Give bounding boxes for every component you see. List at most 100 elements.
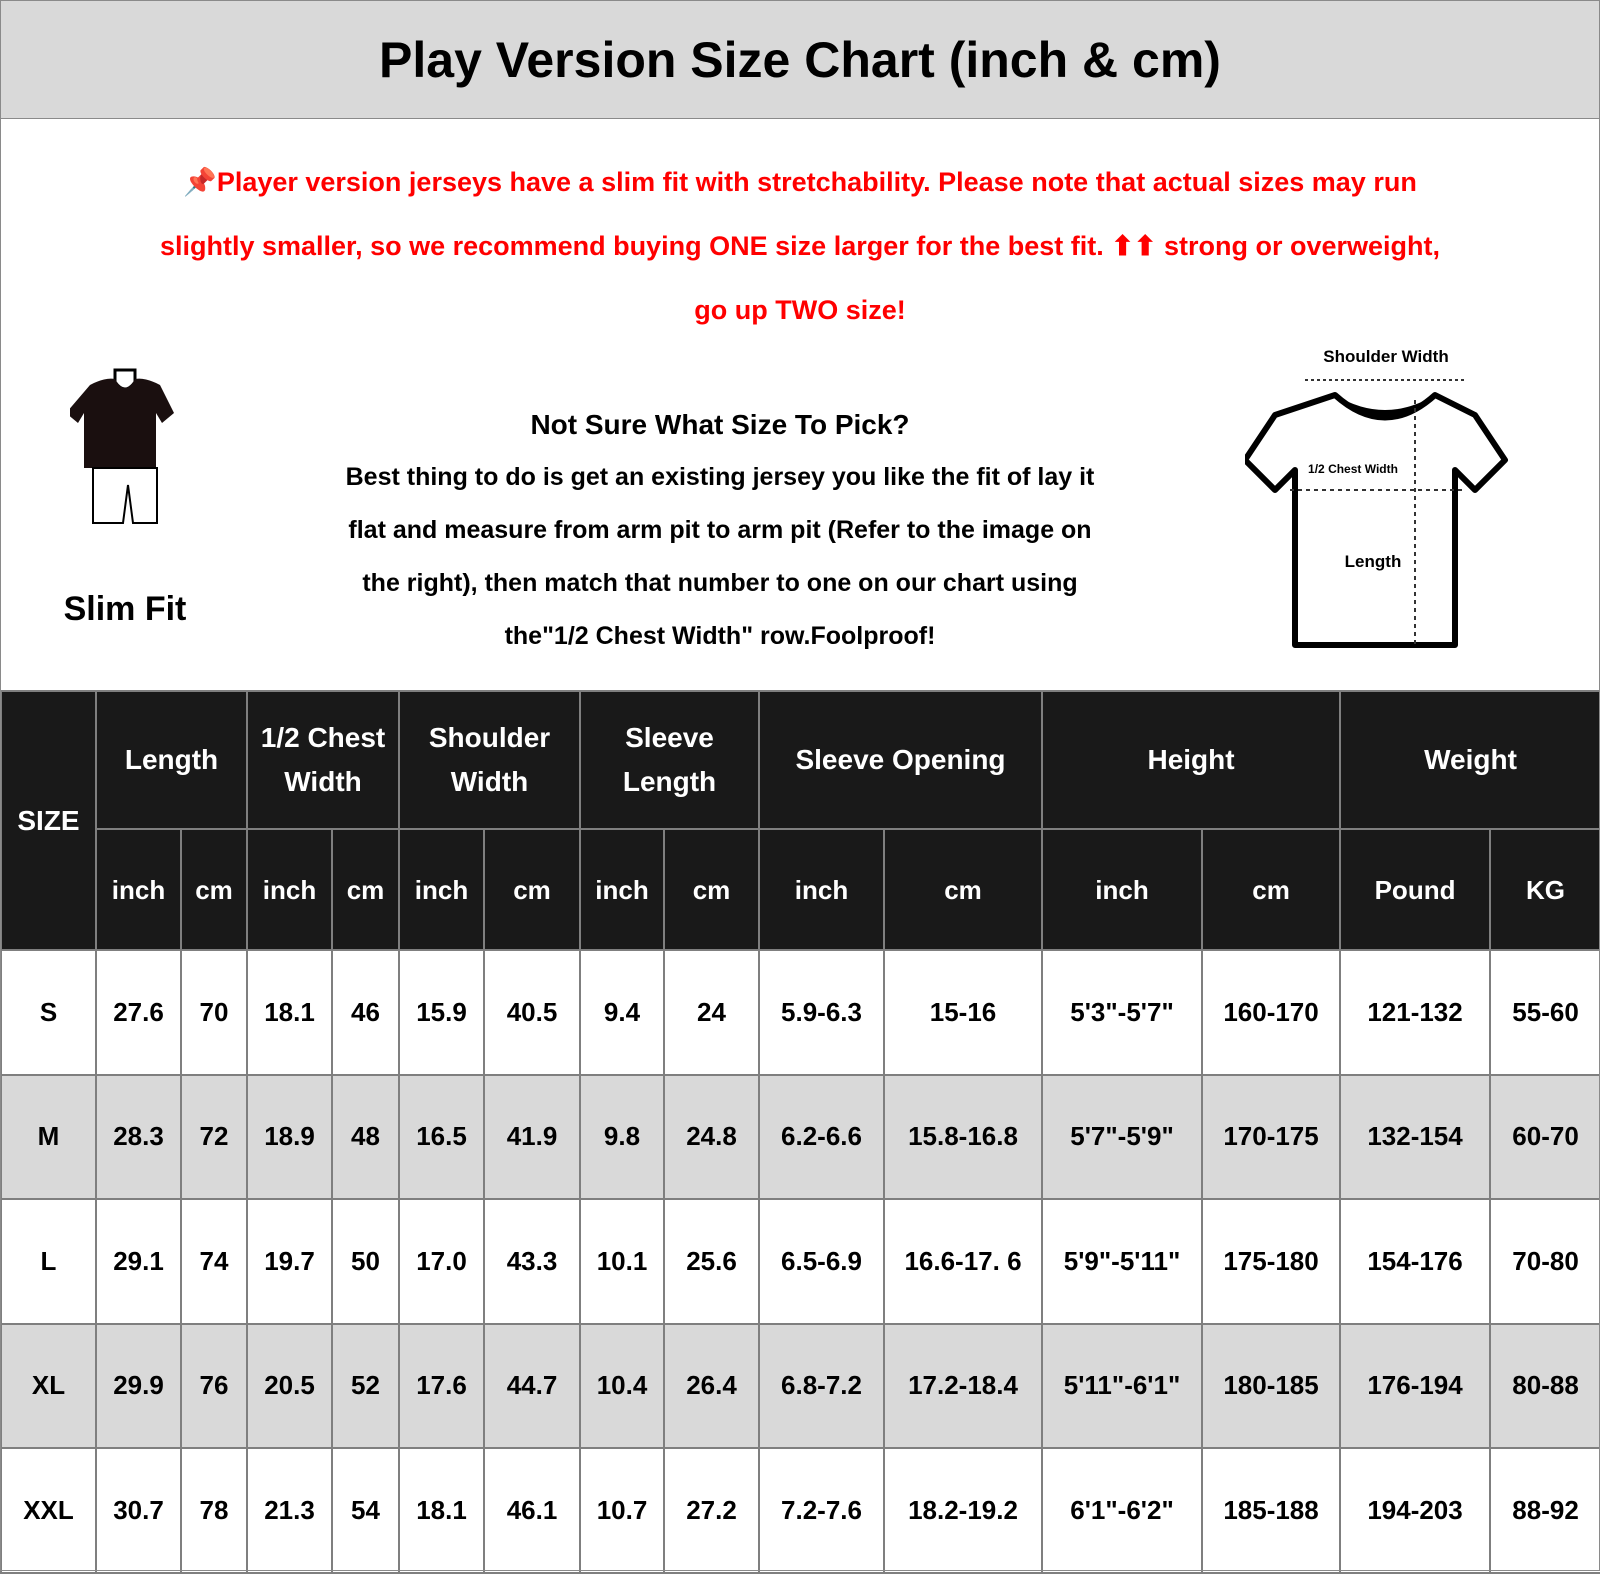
sizing-advice: Not Sure What Size To Pick? Best thing t… <box>220 398 1220 663</box>
size-header: SIZE <box>0 690 97 951</box>
value-cell: 15.9 <box>398 949 485 1076</box>
length-label: Length <box>1345 552 1402 571</box>
value-cell: 52 <box>331 1322 400 1449</box>
value-cell: 6.5-6.9 <box>758 1198 885 1325</box>
value-cell: 194-203 <box>1339 1447 1492 1574</box>
value-cell: 78 <box>180 1447 248 1574</box>
size-cell: L <box>0 1198 97 1325</box>
column-group-header: Sleeve Opening <box>757 690 1044 830</box>
page-title: Play Version Size Chart (inch & cm) <box>0 0 1600 119</box>
tshirt-icon: Shoulder Width 1/2 Chest Width Length <box>1242 347 1508 648</box>
table-row: M 28.3 72 18.9 48 16.5 41.9 9.8 24.8 6.2-6.6 15.8-… <box>0 1073 1600 1200</box>
value-cell: 21.3 <box>246 1447 333 1574</box>
note-line: go up TWO size! <box>694 295 906 325</box>
value-cell: 80-88 <box>1489 1322 1600 1449</box>
table-row: XXL 30.7 78 21.3 54 18.1 46.1 10.7 27.2 7.2-7.6 18… <box>0 1447 1600 1574</box>
value-cell: 160-170 <box>1201 949 1342 1076</box>
table-row: L 29.1 74 19.7 50 17.0 43.3 10.1 25.6 6.5-6.9 16.6… <box>0 1198 1600 1325</box>
value-cell: 16.5 <box>398 1073 485 1200</box>
unit-header: inch <box>758 828 885 951</box>
value-cell: 28.3 <box>95 1073 182 1200</box>
value-cell: 30.7 <box>95 1447 182 1574</box>
value-cell: 26.4 <box>663 1322 760 1449</box>
advice-line: flat and measure from arm pit to arm pit… <box>348 516 1092 544</box>
value-cell: 60-70 <box>1489 1073 1600 1200</box>
value-cell: 6.2-6.6 <box>758 1073 885 1200</box>
unit-header: cm <box>1201 828 1342 951</box>
advice-line: the"1/2 Chest Width" row.Foolproof! <box>504 622 936 650</box>
size-table: SIZE Length 1/2 Chest Width Shoulder Width Sle… <box>0 690 1600 1574</box>
value-cell: 9.4 <box>579 949 665 1076</box>
value-cell: 27.2 <box>663 1447 760 1574</box>
shoulder-width-label: Shoulder Width <box>1323 347 1448 366</box>
value-cell: 55-60 <box>1489 949 1600 1076</box>
value-cell: 9.8 <box>579 1073 665 1200</box>
column-group-header: 1/2 Chest Width <box>246 690 400 830</box>
value-cell: 180-185 <box>1201 1322 1342 1449</box>
value-cell: 74 <box>180 1198 248 1325</box>
column-group-header: Shoulder Width <box>398 690 581 830</box>
value-cell: 17.2-18.4 <box>882 1322 1044 1449</box>
value-cell: 18.2-19.2 <box>882 1447 1044 1574</box>
measurement-diagram: Shoulder Width 1/2 Chest Width Length <box>1242 345 1525 665</box>
value-cell: 185-188 <box>1201 1447 1342 1574</box>
value-cell: 10.7 <box>579 1447 665 1574</box>
value-cell: 18.1 <box>246 949 333 1076</box>
value-cell: 44.7 <box>483 1322 581 1449</box>
unit-header: inch <box>1041 828 1204 951</box>
size-cell: S <box>0 949 97 1076</box>
value-cell: 16.6-17. 6 <box>882 1198 1044 1325</box>
value-cell: 70-80 <box>1489 1198 1600 1325</box>
value-cell: 24 <box>663 949 760 1076</box>
unit-header: cm <box>483 828 581 951</box>
mannequin-icon <box>66 368 174 524</box>
value-cell: 154-176 <box>1339 1198 1492 1325</box>
column-group-header: Length <box>95 690 248 830</box>
value-cell: 121-132 <box>1339 949 1492 1076</box>
fit-note: 📌Player version jerseys have a slim fit … <box>10 150 1590 342</box>
value-cell: 5'3"-5'7" <box>1041 949 1204 1076</box>
value-cell: 29.9 <box>95 1322 182 1449</box>
value-cell: 5'7"-5'9" <box>1041 1073 1204 1200</box>
value-cell: 5'9"-5'11" <box>1041 1198 1204 1325</box>
advice-line: Best thing to do is get an existing jers… <box>345 463 1095 491</box>
value-cell: 43.3 <box>483 1198 581 1325</box>
value-cell: 46 <box>331 949 400 1076</box>
column-group-header: Weight <box>1339 690 1600 830</box>
value-cell: 18.1 <box>398 1447 485 1574</box>
pushpin-icon: 📌 <box>183 167 217 197</box>
value-cell: 17.0 <box>398 1198 485 1325</box>
value-cell: 18.9 <box>246 1073 333 1200</box>
unit-header: inch <box>246 828 333 951</box>
value-cell: 48 <box>331 1073 400 1200</box>
value-cell: 5'11"-6'1" <box>1041 1322 1204 1449</box>
slim-fit-label: Slim Fit <box>63 590 187 628</box>
value-cell: 7.2-7.6 <box>758 1447 885 1574</box>
value-cell: 76 <box>180 1322 248 1449</box>
value-cell: 70 <box>180 949 248 1076</box>
size-cell: M <box>0 1073 97 1200</box>
value-cell: 132-154 <box>1339 1073 1492 1200</box>
slim-fit-figure: Slim Fit <box>40 365 210 629</box>
value-cell: 10.1 <box>579 1198 665 1325</box>
value-cell: 5.9-6.3 <box>758 949 885 1076</box>
value-cell: 19.7 <box>246 1198 333 1325</box>
value-cell: 27.6 <box>95 949 182 1076</box>
unit-header: cm <box>180 828 248 951</box>
unit-header: KG <box>1489 828 1600 951</box>
column-group-header: Height <box>1041 690 1342 830</box>
value-cell: 10.4 <box>579 1322 665 1449</box>
unit-header: cm <box>882 828 1044 951</box>
table-row: S 27.6 70 18.1 46 15.9 40.5 9.4 24 5.9-6.3 15-16 5'… <box>0 949 1600 1076</box>
value-cell: 25.6 <box>663 1198 760 1325</box>
value-cell: 72 <box>180 1073 248 1200</box>
unit-header: inch <box>398 828 485 951</box>
value-cell: 88-92 <box>1489 1447 1600 1574</box>
value-cell: 17.6 <box>398 1322 485 1449</box>
unit-header: inch <box>95 828 182 951</box>
size-cell: XXL <box>0 1447 97 1574</box>
value-cell: 50 <box>331 1198 400 1325</box>
value-cell: 15-16 <box>882 949 1044 1076</box>
value-cell: 29.1 <box>95 1198 182 1325</box>
unit-header: Pound <box>1339 828 1492 951</box>
